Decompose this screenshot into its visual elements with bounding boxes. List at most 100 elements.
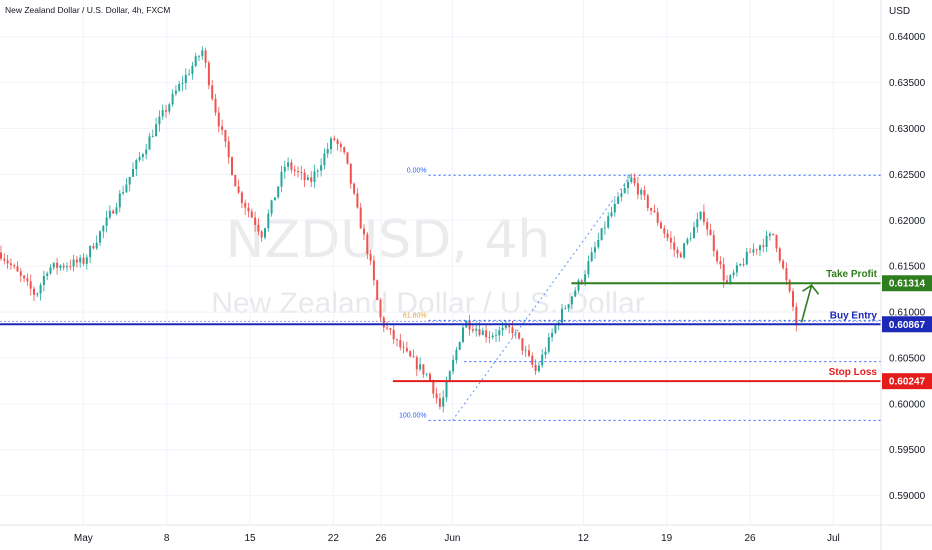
candle-body: [610, 212, 613, 217]
candle-body: [425, 373, 428, 375]
candle-body: [735, 265, 738, 273]
candle-body: [151, 136, 154, 138]
candle-body: [62, 265, 65, 268]
candle-body: [75, 259, 78, 263]
candle-body: [188, 74, 191, 75]
candle-body: [386, 327, 389, 329]
candle-body: [481, 330, 484, 335]
candle-body: [125, 184, 128, 193]
candle-body: [99, 231, 101, 243]
candle-body: [719, 261, 722, 265]
candle-body: [105, 217, 108, 227]
candle-body: [349, 163, 352, 184]
candle-body: [346, 152, 349, 164]
candle-body: [636, 183, 639, 195]
candle-body: [541, 354, 544, 366]
candle-body: [267, 213, 270, 229]
candle-body: [749, 251, 752, 253]
candle-body: [174, 90, 177, 94]
candle-body: [320, 165, 323, 171]
level-name-label: Buy Entry: [830, 310, 878, 321]
up-arrow-icon: [800, 284, 820, 323]
level-name-label: Stop Loss: [829, 367, 878, 378]
candle-body: [732, 272, 735, 276]
candle-body: [564, 308, 567, 310]
candle-body: [739, 264, 742, 266]
candle-body: [9, 263, 12, 266]
candle-body: [653, 210, 656, 213]
arrow-head: [802, 284, 820, 295]
candle-body: [742, 264, 745, 265]
candle-body: [372, 260, 375, 281]
candle-body: [768, 233, 771, 236]
candle-body: [155, 124, 158, 137]
candle-body: [429, 373, 431, 381]
candle-body: [257, 224, 260, 232]
candle-body: [554, 325, 557, 333]
candle-body: [290, 162, 293, 170]
candle-body: [336, 139, 339, 144]
candle-body: [201, 50, 204, 57]
candle-body: [445, 381, 448, 398]
candle-body: [369, 253, 372, 261]
candle-body: [673, 242, 676, 250]
candle-body: [227, 141, 230, 158]
candle-body: [283, 166, 286, 172]
watermark-symbol: NZDUSD, 4h: [226, 210, 551, 270]
candle-body: [706, 222, 709, 230]
candle-body: [442, 397, 445, 407]
candle-body: [607, 216, 610, 228]
x-tick-label: 19: [661, 533, 673, 544]
candle-body: [214, 98, 217, 113]
y-tick-label: 0.62000: [889, 216, 926, 227]
price-tag: [882, 316, 932, 333]
candle-body: [772, 233, 775, 235]
y-tick-label: 0.59500: [889, 445, 926, 456]
candle-body: [577, 280, 580, 291]
y-tick-label: 0.62500: [889, 170, 926, 181]
candle-body: [752, 249, 755, 253]
candle-body: [544, 351, 547, 355]
candle-body: [59, 265, 62, 268]
candle-body: [666, 233, 669, 238]
candle-body: [56, 262, 59, 268]
candle-body: [376, 280, 379, 300]
candle-body: [277, 186, 280, 198]
candle-body: [244, 203, 247, 208]
y-tick-label: 0.63000: [889, 124, 926, 135]
y-tick-label: 0.60000: [889, 399, 926, 410]
candle-body: [132, 169, 134, 177]
candle-body: [792, 291, 794, 307]
candle-body: [422, 364, 425, 375]
candle-body: [462, 327, 464, 342]
candle-body: [148, 136, 151, 150]
x-tick-label: 26: [744, 533, 756, 544]
grid: [0, 0, 881, 525]
candle-body: [547, 337, 550, 352]
y-tick-label: 0.64000: [889, 32, 926, 43]
candle-body: [412, 356, 415, 358]
candle-body: [508, 325, 511, 328]
fibonacci-retracement[interactable]: 0.00% 61.80% 100.00%: [399, 167, 881, 421]
fib-level-label: 0.00%: [407, 167, 427, 174]
candle-body: [135, 160, 138, 170]
candle-body: [524, 350, 527, 352]
candle-body: [567, 304, 570, 309]
candle-body: [620, 193, 623, 197]
fib-trend-line: [452, 175, 632, 421]
candle-body: [785, 268, 788, 281]
candle-body: [683, 243, 686, 258]
candle-body: [594, 247, 596, 253]
candle-body: [788, 280, 791, 292]
trade-levels[interactable]: Take Profit Buy Entry Stop Loss: [0, 269, 881, 383]
candle-body: [435, 393, 438, 399]
price-tag-value: 0.60247: [889, 377, 926, 388]
candle-body: [297, 171, 299, 173]
candle-body: [504, 325, 507, 328]
candle-body: [171, 93, 174, 105]
candle-body: [759, 245, 761, 251]
candle-body: [551, 332, 554, 338]
price-tag: [882, 275, 932, 292]
